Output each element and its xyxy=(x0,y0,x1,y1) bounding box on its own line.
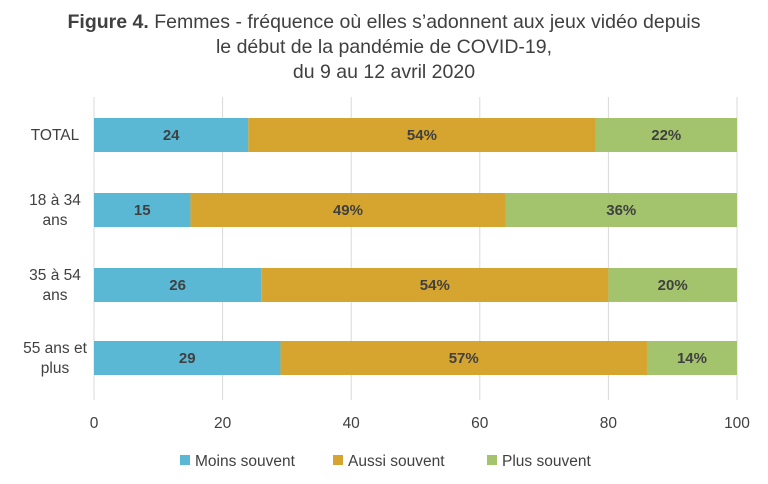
x-axis-ticks: 0 20 40 60 80 100 xyxy=(90,415,751,432)
bar-segment-aussi-souvent xyxy=(280,341,647,375)
data-label: 36% xyxy=(606,202,636,219)
x-tick-label: 40 xyxy=(343,415,361,432)
chart-title: Figure 4. Femmes - fréquence où elles s’… xyxy=(0,10,768,85)
bar-segment-aussi-souvent xyxy=(261,268,609,302)
bar-segment-plus-souvent xyxy=(608,268,737,302)
category-labels: TOTAL 18 à 34 ans 35 à 54 ans 55 ans et plus xyxy=(23,127,87,377)
bar-segment-moins-souvent xyxy=(94,118,249,152)
bar-segment-moins-souvent xyxy=(94,268,262,302)
data-label: 49% xyxy=(333,202,363,219)
category-label: 35 à 54 ans xyxy=(29,267,81,304)
title-line-3: du 9 au 12 avril 2020 xyxy=(292,61,476,83)
title-text-1: Femmes - fréquence où elles s’adonnent a… xyxy=(154,11,701,33)
category-label-line: ans xyxy=(43,212,68,229)
category-label-line: plus xyxy=(41,360,70,377)
legend-label: Moins souvent xyxy=(195,453,296,470)
bar-segment-plus-souvent xyxy=(505,193,737,227)
legend-swatch xyxy=(333,455,343,465)
category-label: 18 à 34 ans xyxy=(29,192,81,229)
bars: 24 54% 22% 15 49% 36% 26 54% 20% 29 57% 14% xyxy=(94,118,737,375)
bar-segment-aussi-souvent xyxy=(190,193,506,227)
x-tick-label: 80 xyxy=(600,415,618,432)
category-label-line: ans xyxy=(43,287,68,304)
x-tick-label: 100 xyxy=(724,415,750,432)
category-label-line: 35 à 54 xyxy=(29,267,81,284)
data-label: 20% xyxy=(658,277,688,294)
data-label: 54% xyxy=(407,127,437,144)
category-label-line: 18 à 34 xyxy=(29,192,81,209)
bar-segment-aussi-souvent xyxy=(248,118,596,152)
title-prefix: Figure 4. xyxy=(67,11,149,33)
category-label-line: 55 ans et xyxy=(23,340,87,357)
x-tick-label: 20 xyxy=(214,415,232,432)
data-label: 54% xyxy=(420,277,450,294)
data-label: 24 xyxy=(163,127,180,144)
data-label: 14% xyxy=(677,350,707,367)
legend-swatch xyxy=(487,455,497,465)
legend-swatch xyxy=(180,455,190,465)
bar-segment-moins-souvent xyxy=(94,193,191,227)
bar-segment-plus-souvent xyxy=(646,341,737,375)
data-label: 22% xyxy=(651,127,681,144)
category-label: TOTAL xyxy=(31,127,80,144)
x-tick-label: 0 xyxy=(90,415,99,432)
legend-label: Aussi souvent xyxy=(348,453,445,470)
data-label: 15 xyxy=(134,202,151,219)
category-label: 55 ans et plus xyxy=(23,340,87,377)
legend-label: Plus souvent xyxy=(502,453,591,470)
bar-segment-moins-souvent xyxy=(94,341,281,375)
legend: Moins souvent Aussi souvent Plus souvent xyxy=(180,453,591,470)
bar-segment-plus-souvent xyxy=(595,118,737,152)
data-label: 29 xyxy=(179,350,196,367)
data-label: 57% xyxy=(449,350,479,367)
data-label: 26 xyxy=(169,277,186,294)
x-tick-label: 60 xyxy=(471,415,489,432)
title-line-2: le début de la pandémie de COVID-19, xyxy=(215,36,553,58)
title-line-1: Figure 4. Femmes - fréquence où elles s’… xyxy=(0,10,768,35)
